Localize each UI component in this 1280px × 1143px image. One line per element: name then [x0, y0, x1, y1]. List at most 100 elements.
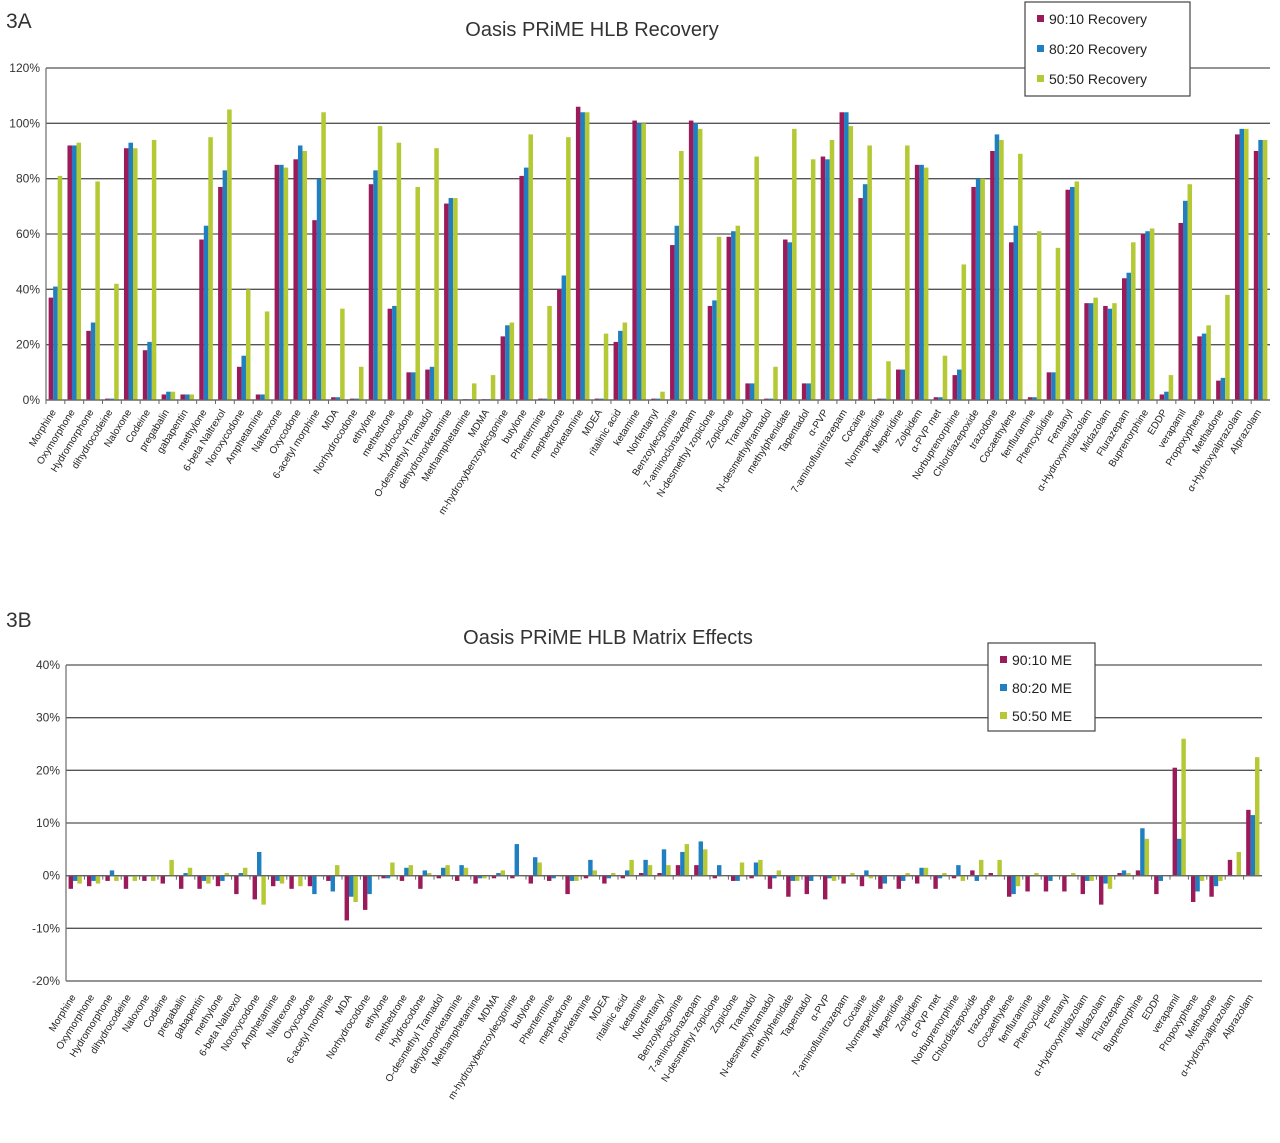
bar [1181, 738, 1186, 876]
bar [787, 242, 793, 400]
bar [622, 322, 628, 400]
bar [641, 123, 646, 400]
bar [980, 178, 985, 400]
bar [822, 875, 828, 900]
bar [767, 875, 773, 889]
bar [613, 341, 619, 400]
bar [1195, 875, 1200, 892]
bar [999, 139, 1004, 400]
bar [551, 875, 556, 879]
chart-3b: -20%-10%0%10%20%30%40%MorphineOxymorphon… [32, 642, 1262, 1102]
bar [1218, 875, 1223, 881]
bar [275, 875, 280, 881]
bar [933, 397, 939, 400]
bar [377, 126, 383, 400]
bar [459, 865, 464, 876]
bar [583, 875, 589, 879]
bar [749, 875, 754, 879]
bar [629, 859, 634, 876]
bar [660, 391, 665, 400]
bar [1093, 297, 1098, 400]
bar [749, 383, 755, 400]
legend-box [1024, 1, 1191, 97]
bar [768, 398, 774, 400]
bar [1062, 875, 1067, 892]
bar [839, 112, 845, 401]
bar [801, 383, 807, 400]
bar [1216, 380, 1221, 400]
bar [321, 112, 326, 401]
bar [1227, 859, 1233, 876]
bar [340, 308, 345, 400]
bar [783, 239, 788, 400]
bar [546, 875, 552, 881]
bar [1225, 294, 1230, 400]
bar [905, 873, 910, 876]
bar [307, 875, 313, 887]
bar [1244, 128, 1249, 400]
bar [561, 275, 567, 400]
bar [937, 875, 943, 879]
bar [381, 875, 386, 879]
bar [1199, 875, 1205, 881]
bar [132, 148, 138, 400]
bar [569, 875, 575, 881]
legend-swatch [1000, 684, 1007, 691]
bar [675, 865, 681, 876]
bar [523, 167, 529, 400]
bar [471, 383, 477, 400]
bar [264, 311, 270, 400]
bar [792, 128, 797, 400]
bar [491, 875, 497, 879]
bar [255, 394, 261, 400]
bar [1234, 134, 1240, 400]
bar [1164, 391, 1169, 400]
bar [603, 333, 609, 400]
y-tick-label: 40% [16, 282, 40, 296]
bar [882, 875, 888, 884]
legend-label: 80:20 Recovery [1049, 41, 1147, 57]
bar [353, 875, 358, 902]
bar [565, 875, 570, 895]
bar [956, 865, 961, 876]
bar [827, 875, 832, 879]
bar [132, 875, 138, 881]
bar [735, 875, 740, 881]
bar [537, 862, 542, 876]
bar [289, 875, 294, 889]
bar [1089, 875, 1094, 881]
bar [960, 875, 966, 881]
bar [848, 126, 854, 400]
bar [707, 305, 713, 400]
bar [547, 305, 552, 400]
bar [1126, 272, 1132, 400]
bar [387, 308, 393, 400]
bar [86, 875, 92, 887]
bar [584, 112, 590, 401]
bar [1172, 767, 1177, 876]
bar [688, 120, 694, 401]
bar [1213, 875, 1219, 887]
chart-title-3a: Oasis PRiME HLB Recovery [465, 19, 718, 41]
bar [951, 875, 957, 879]
bar [661, 849, 667, 876]
bar [404, 867, 409, 876]
bar [279, 164, 284, 400]
bar [1176, 838, 1182, 876]
bar [330, 875, 336, 892]
bar [758, 859, 763, 876]
bar [166, 391, 171, 400]
bar [859, 875, 865, 887]
bar [655, 398, 661, 400]
bar [312, 875, 317, 895]
bar [114, 283, 119, 400]
bar [123, 875, 129, 889]
bar [971, 186, 976, 400]
bar [510, 875, 515, 879]
bar [914, 875, 920, 884]
bar [666, 865, 671, 876]
bar [354, 398, 359, 400]
bar [618, 330, 623, 400]
bar [1088, 303, 1094, 400]
bar [1084, 875, 1090, 881]
